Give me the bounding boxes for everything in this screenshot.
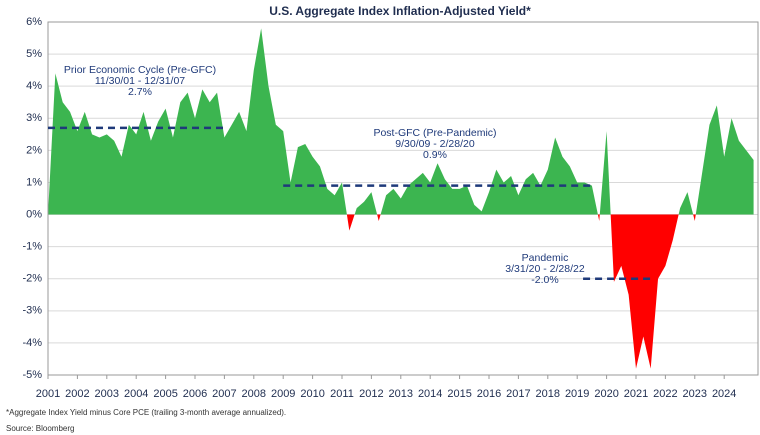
annotation-text: Post-GFC (Pre-Pandemic): [373, 127, 496, 139]
y-tick-label: -5%: [22, 369, 42, 381]
source: Source: Bloomberg: [6, 424, 74, 433]
x-tick-label: 2007: [212, 388, 236, 400]
x-tick-label: 2017: [506, 388, 530, 400]
x-tick-label: 2024: [712, 388, 736, 400]
footnote: *Aggregate Index Yield minus Core PCE (t…: [6, 408, 286, 417]
x-tick-label: 2003: [95, 388, 119, 400]
y-tick-label: 1%: [26, 176, 42, 188]
annotation-text: 9/30/09 - 2/28/20: [395, 138, 475, 150]
area-negative: [346, 214, 696, 369]
area-positive: [48, 28, 754, 215]
y-tick-label: 5%: [26, 48, 42, 60]
x-tick-label: 2006: [183, 388, 207, 400]
x-tick-label: 2016: [477, 388, 501, 400]
x-tick-label: 2023: [683, 388, 707, 400]
x-tick-label: 2013: [389, 388, 413, 400]
x-tick-label: 2010: [300, 388, 324, 400]
x-tick-label: 2014: [418, 388, 442, 400]
y-tick-label: -1%: [22, 241, 42, 253]
y-tick-label: 2%: [26, 144, 42, 156]
x-tick-label: 2021: [624, 388, 648, 400]
x-tick-label: 2015: [447, 388, 471, 400]
y-tick-label: -4%: [22, 337, 42, 349]
x-tick-label: 2011: [330, 388, 354, 400]
y-tick-label: 4%: [26, 80, 42, 92]
x-tick-label: 2004: [124, 388, 148, 400]
x-tick-label: 2008: [242, 388, 266, 400]
annotation-value: 2.7%: [128, 86, 152, 98]
x-tick-label: 2002: [65, 388, 89, 400]
annotation-text: Prior Economic Cycle (Pre-GFC): [64, 64, 216, 76]
x-tick-label: 2020: [594, 388, 618, 400]
x-tick-label: 2009: [271, 388, 295, 400]
y-tick-label: 0%: [26, 208, 42, 220]
x-tick-label: 2019: [565, 388, 589, 400]
annotation-text: 11/30/01 - 12/31/07: [95, 75, 185, 87]
y-tick-label: -2%: [22, 273, 42, 285]
y-tick-label: -3%: [22, 305, 42, 317]
x-tick-label: 2005: [153, 388, 177, 400]
y-tick-label: 3%: [26, 112, 42, 124]
x-tick-label: 2022: [653, 388, 677, 400]
chart-title: U.S. Aggregate Index Inflation-Adjusted …: [269, 4, 531, 18]
x-tick-label: 2018: [536, 388, 560, 400]
y-tick-label: 6%: [26, 16, 42, 28]
annotation-value: -2.0%: [531, 274, 558, 286]
annotation-value: 0.9%: [423, 149, 447, 161]
x-tick-label: 2001: [36, 388, 60, 400]
x-tick-label: 2012: [359, 388, 383, 400]
annotation-text: Pandemic: [522, 252, 569, 264]
plot-border: [47, 21, 759, 376]
annotation-text: 3/31/20 - 2/28/22: [505, 263, 585, 275]
